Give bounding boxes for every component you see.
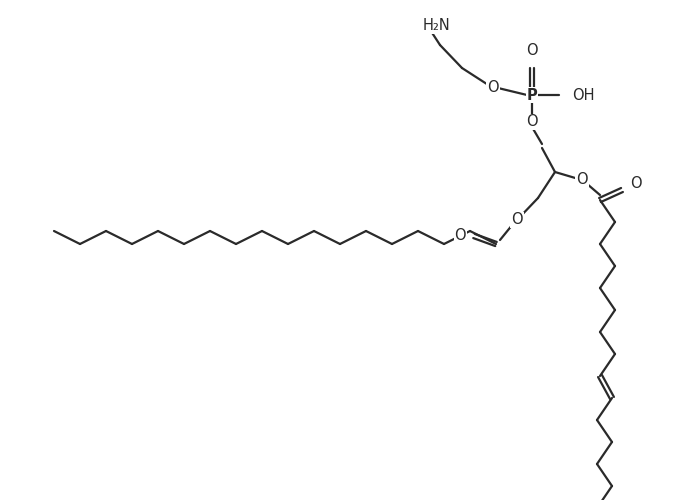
Text: O: O [526, 114, 538, 130]
Text: O: O [526, 43, 538, 58]
Text: O: O [487, 80, 499, 96]
Text: P: P [526, 88, 537, 102]
Text: H₂N: H₂N [423, 18, 451, 33]
Text: O: O [576, 172, 588, 188]
Text: O: O [511, 212, 523, 228]
Text: OH: OH [572, 88, 595, 102]
Text: O: O [630, 176, 641, 192]
Text: O: O [454, 228, 466, 244]
